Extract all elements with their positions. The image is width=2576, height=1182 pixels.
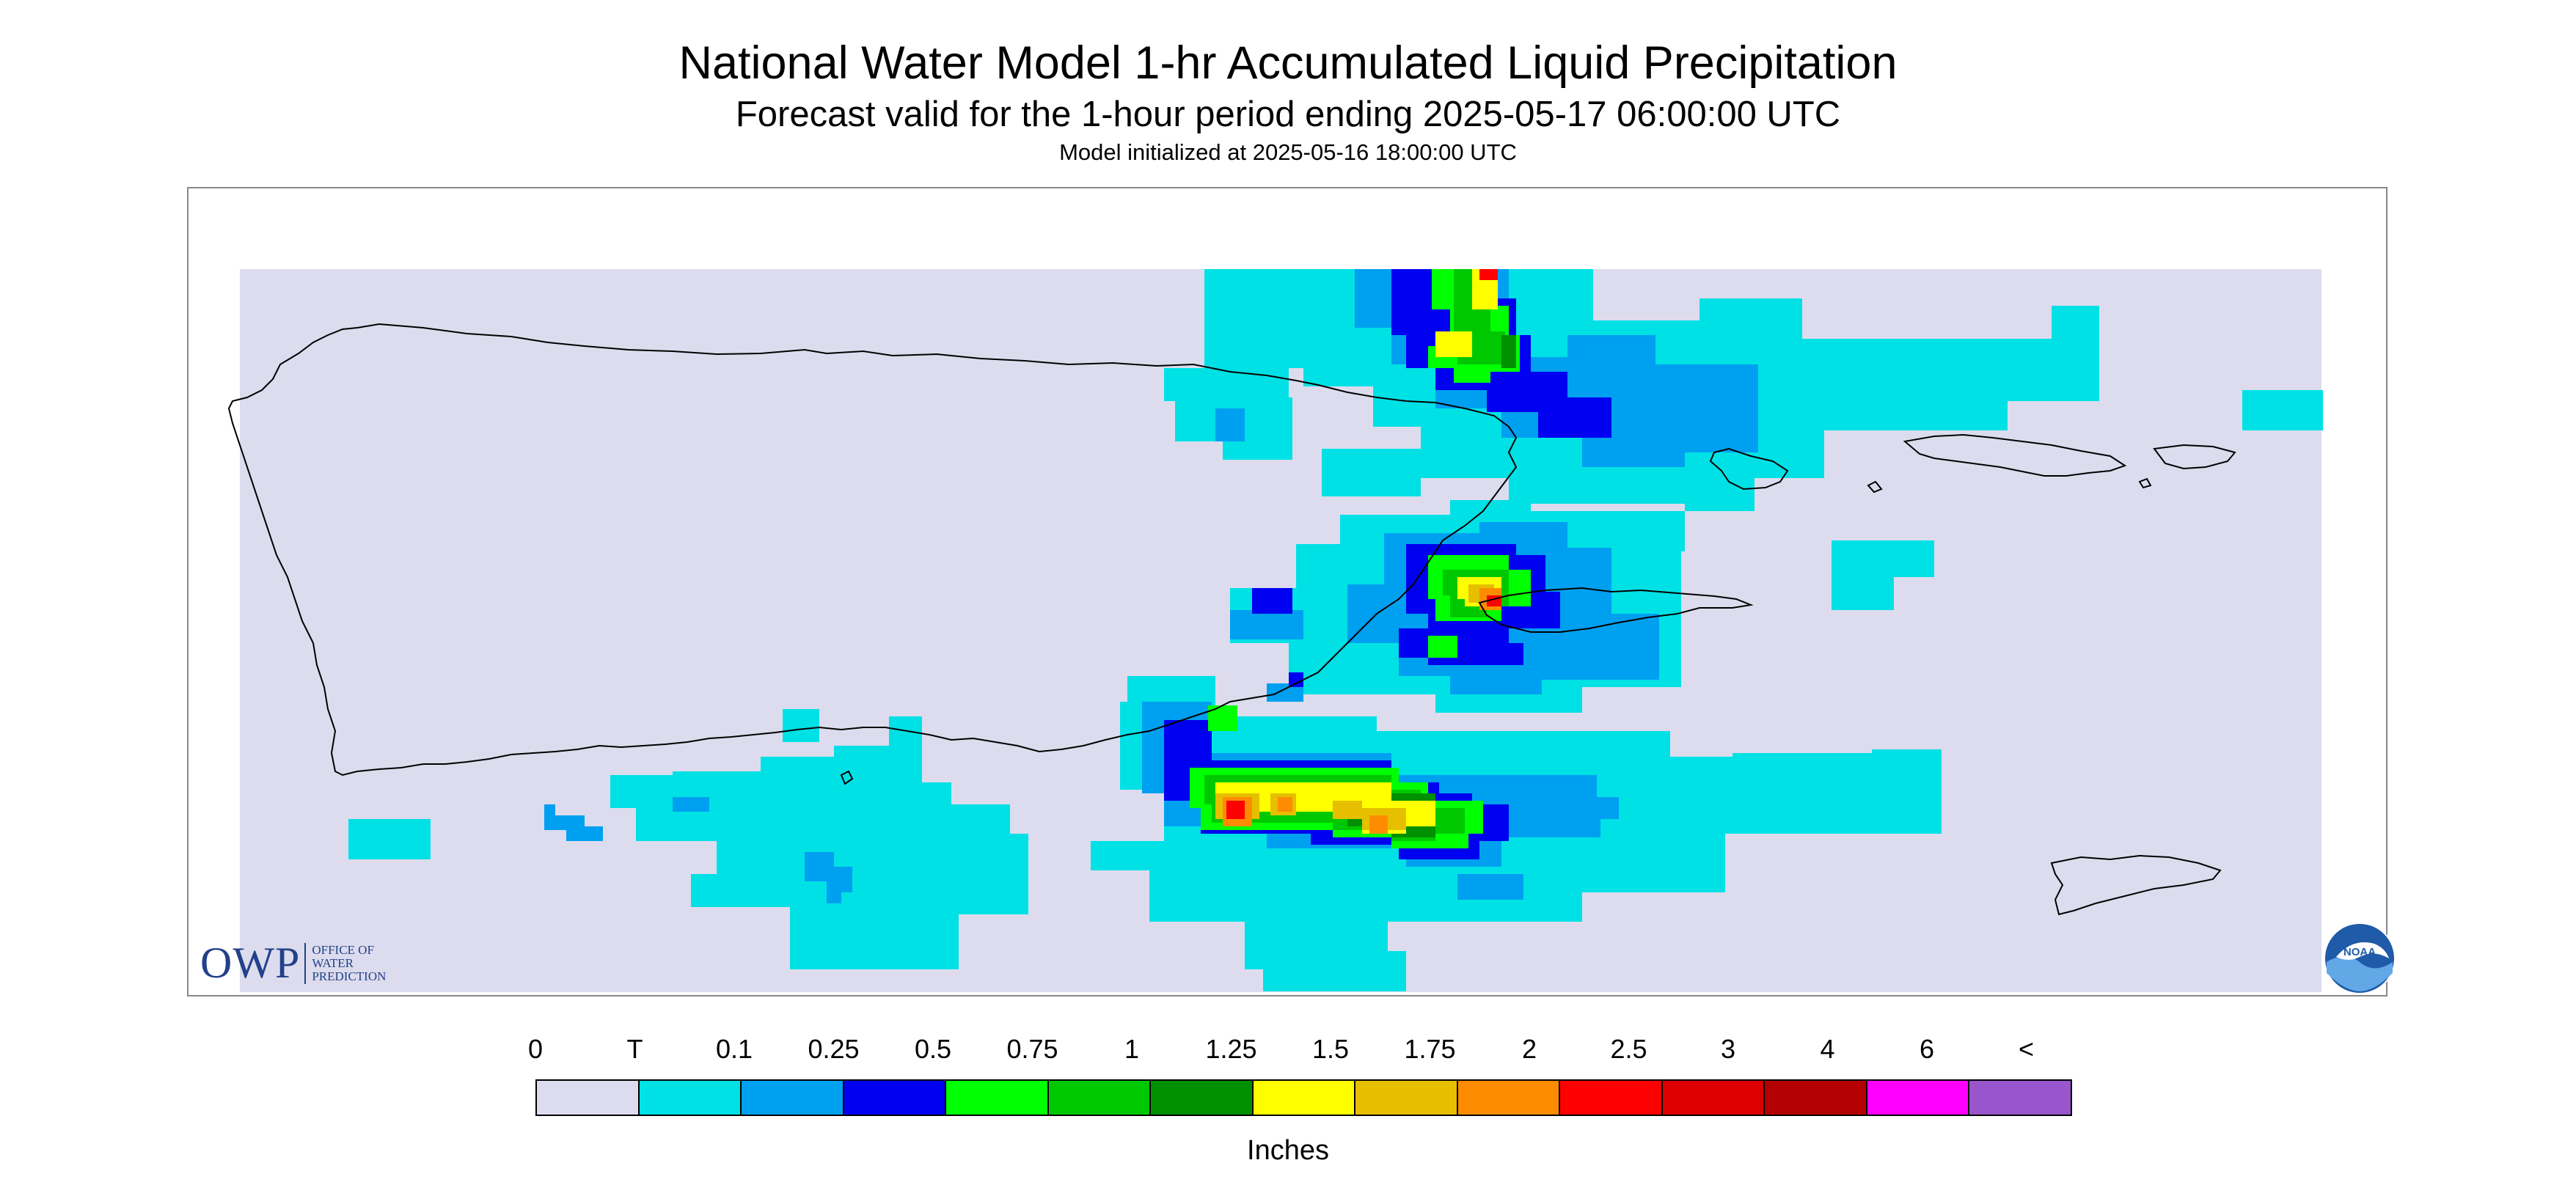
legend-tick-label: <: [2018, 1034, 2035, 1064]
owp-logo-divider: [304, 942, 307, 984]
legend-swatch: [1968, 1079, 2072, 1116]
precip-region-light-west-c: [805, 852, 852, 903]
precip-region-trace-mid-a: [1322, 449, 1421, 496]
precip-region-light-west-a: [544, 804, 603, 841]
legend-tick-label: 0.75: [1006, 1034, 1058, 1064]
legend-swatch: [1149, 1079, 1254, 1116]
precip-region-trace-west: [348, 819, 431, 859]
precip-red-layer: [1226, 269, 1501, 819]
legend-tick-label: 0.25: [808, 1034, 860, 1064]
island-small-a: [840, 770, 854, 785]
owp-logo-line: PREDICTION: [312, 969, 387, 983]
precip-region-moderate-center-w: [1252, 588, 1292, 614]
precip-region-red-north: [1479, 269, 1498, 280]
legend-tick-label: 1.75: [1404, 1034, 1456, 1064]
precip-region-light-far: [1457, 874, 1523, 900]
precip-region-trace-south-small: [1384, 951, 1406, 991]
model-init-subtitle: Model initialized at 2025-05-16 18:00:00…: [1059, 139, 1517, 165]
legend-tick-label: 1.25: [1205, 1034, 1257, 1064]
legend-tick-label: 3: [1720, 1034, 1736, 1064]
precip-region-red-south: [1226, 801, 1245, 819]
precip-region-trace-far-east: [2242, 390, 2323, 430]
coastlines: [227, 323, 2236, 916]
legend-tick-label: 0.1: [715, 1034, 753, 1064]
precip-region-orange-south-b: [1278, 797, 1292, 812]
precip-region-light-east-dot: [1597, 797, 1619, 819]
forecast-subtitle: Forecast valid for the 1-hour period end…: [735, 95, 1841, 134]
culebra-coastline: [1709, 447, 1789, 491]
legend-tick-label: T: [626, 1034, 643, 1064]
precip-region-light-center-west: [1230, 610, 1303, 639]
islet-b: [2138, 477, 2152, 489]
legend-swatch: [1456, 1079, 1560, 1116]
legend-tick-label: 4: [1820, 1034, 1835, 1064]
legend-swatch: [535, 1079, 640, 1116]
precip-region-trace-small-b: [889, 716, 922, 757]
legend-swatch: [1865, 1079, 1969, 1116]
map-frame: OWP OFFICE OF WATER PREDICTION NOAA: [187, 187, 2396, 996]
puerto-rico-coastline: [227, 323, 1518, 777]
legend-swatch: [740, 1079, 844, 1116]
legend-tick-label: 1: [1124, 1034, 1140, 1064]
culebra-vieques-coastline: [1478, 587, 1754, 633]
precip-region-light-west-b: [673, 797, 709, 812]
owp-logo: OWP OFFICE OF WATER PREDICTION: [200, 938, 386, 988]
owp-logo-letters: OWP: [200, 939, 301, 987]
precip-region-trace-east-block: [1832, 540, 1934, 610]
precip-region-yellow-north-b: [1435, 331, 1472, 357]
legend-swatch: [842, 1079, 946, 1116]
precip-region-light-nw: [1215, 408, 1245, 441]
owp-logo-text: OFFICE OF WATER PREDICTION: [312, 942, 387, 983]
legend-swatch: [1763, 1079, 1867, 1116]
st-john-coastline: [2153, 444, 2236, 470]
noaa-logo-text: NOAA: [2343, 946, 2376, 958]
precip-region-green-center-b: [1428, 636, 1457, 658]
st-croix-coastline: [2050, 854, 2222, 916]
owp-logo-line: OFFICE OF: [312, 942, 374, 957]
legend-swatch: [1354, 1079, 1458, 1116]
precip-region-orange-south-c: [1369, 815, 1388, 834]
legend-swatch: [1251, 1079, 1355, 1116]
precip-region-light-north-b: [1655, 394, 1685, 438]
islet-a: [1867, 480, 1883, 493]
precip-region-green-sw: [1208, 705, 1237, 731]
precip-region-light-mid-b: [1267, 683, 1303, 702]
legend-swatch: [945, 1079, 1049, 1116]
precip-region-trace-sw-blob: [871, 841, 940, 889]
legend-tick-label: 2.5: [1610, 1034, 1647, 1064]
precip-region-trace-small-a: [783, 709, 819, 742]
legend-swatch: [1661, 1079, 1765, 1116]
st-thomas-coastline: [1903, 433, 2127, 477]
legend-tick-label: 6: [1919, 1034, 1935, 1064]
legend-swatch: [1559, 1079, 1663, 1116]
legend-swatch: [637, 1079, 742, 1116]
legend-unit-label: Inches: [1247, 1135, 1329, 1166]
owp-logo-line: WATER: [312, 955, 354, 970]
legend-colorbar: [535, 1079, 2072, 1116]
legend-tick-label: 1.5: [1311, 1034, 1350, 1064]
precip-region-moderate-dot: [1289, 672, 1303, 687]
precipitation-map: [227, 269, 2323, 992]
legend-tick-label: 2: [1521, 1034, 1537, 1064]
precip-region-gold-south-c: [1333, 801, 1362, 819]
legend-swatch: [1047, 1079, 1151, 1116]
legend-tick-label: 0: [527, 1034, 544, 1064]
precip-region-darkgreen-north: [1501, 335, 1516, 368]
legend-tick-label: 0.5: [914, 1034, 952, 1064]
chart-title: National Water Model 1-hr Accumulated Li…: [678, 37, 1898, 89]
noaa-logo: NOAA: [2324, 922, 2396, 994]
